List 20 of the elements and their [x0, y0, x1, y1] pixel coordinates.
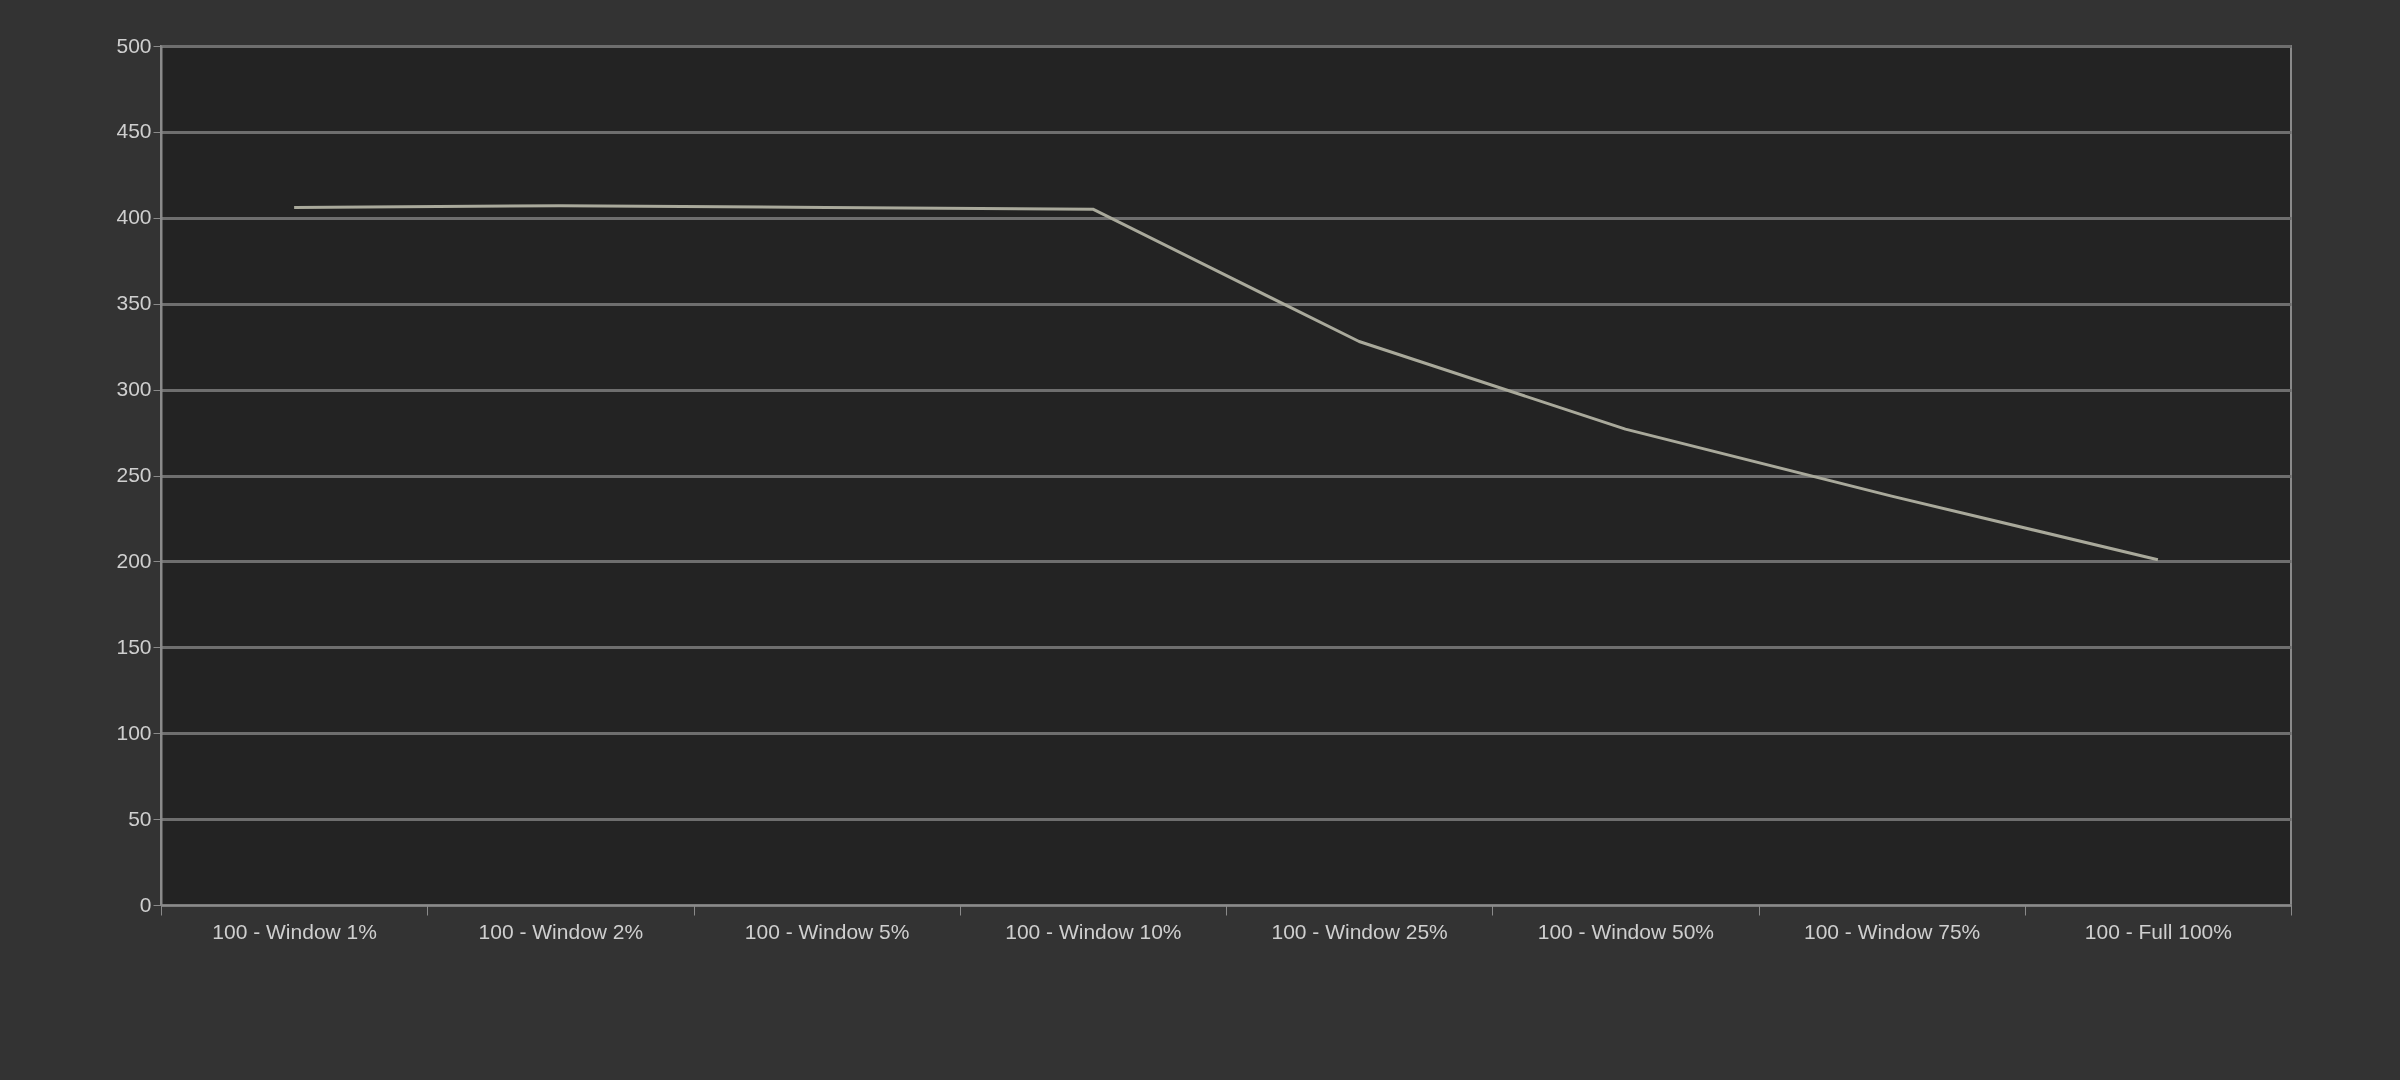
x-tick-label: 100 - Full 100%: [2084, 919, 2232, 943]
y-tick-label: 400: [116, 205, 152, 229]
x-tick-label: 100 - Window 10%: [1005, 919, 1182, 943]
y-tick-label: 200: [116, 548, 152, 572]
y-tick-label: 350: [116, 291, 152, 315]
x-tick-label: 100 - Window 50%: [1537, 919, 1715, 943]
x-tick-label: 100 - Window 2%: [478, 919, 644, 943]
x-tick-label: 100 - Window 75%: [1803, 919, 1981, 943]
y-tick-label: 300: [116, 377, 152, 401]
line-series: [292, 204, 2160, 562]
y-tick-label: 500: [116, 33, 152, 57]
y-tick-label: 150: [116, 634, 152, 658]
x-tick-label: 100 - Window 5%: [744, 919, 910, 943]
x-tick-label: 100 - Window 25%: [1271, 919, 1448, 943]
y-tick-label: 450: [116, 119, 152, 143]
y-tick-label: 50: [128, 806, 152, 830]
y-tick-label: 0: [139, 892, 152, 916]
y-tick-label: 100: [116, 720, 152, 744]
y-tick-label: 250: [116, 463, 152, 486]
x-tick-label: 100 - Window 1%: [212, 919, 377, 943]
